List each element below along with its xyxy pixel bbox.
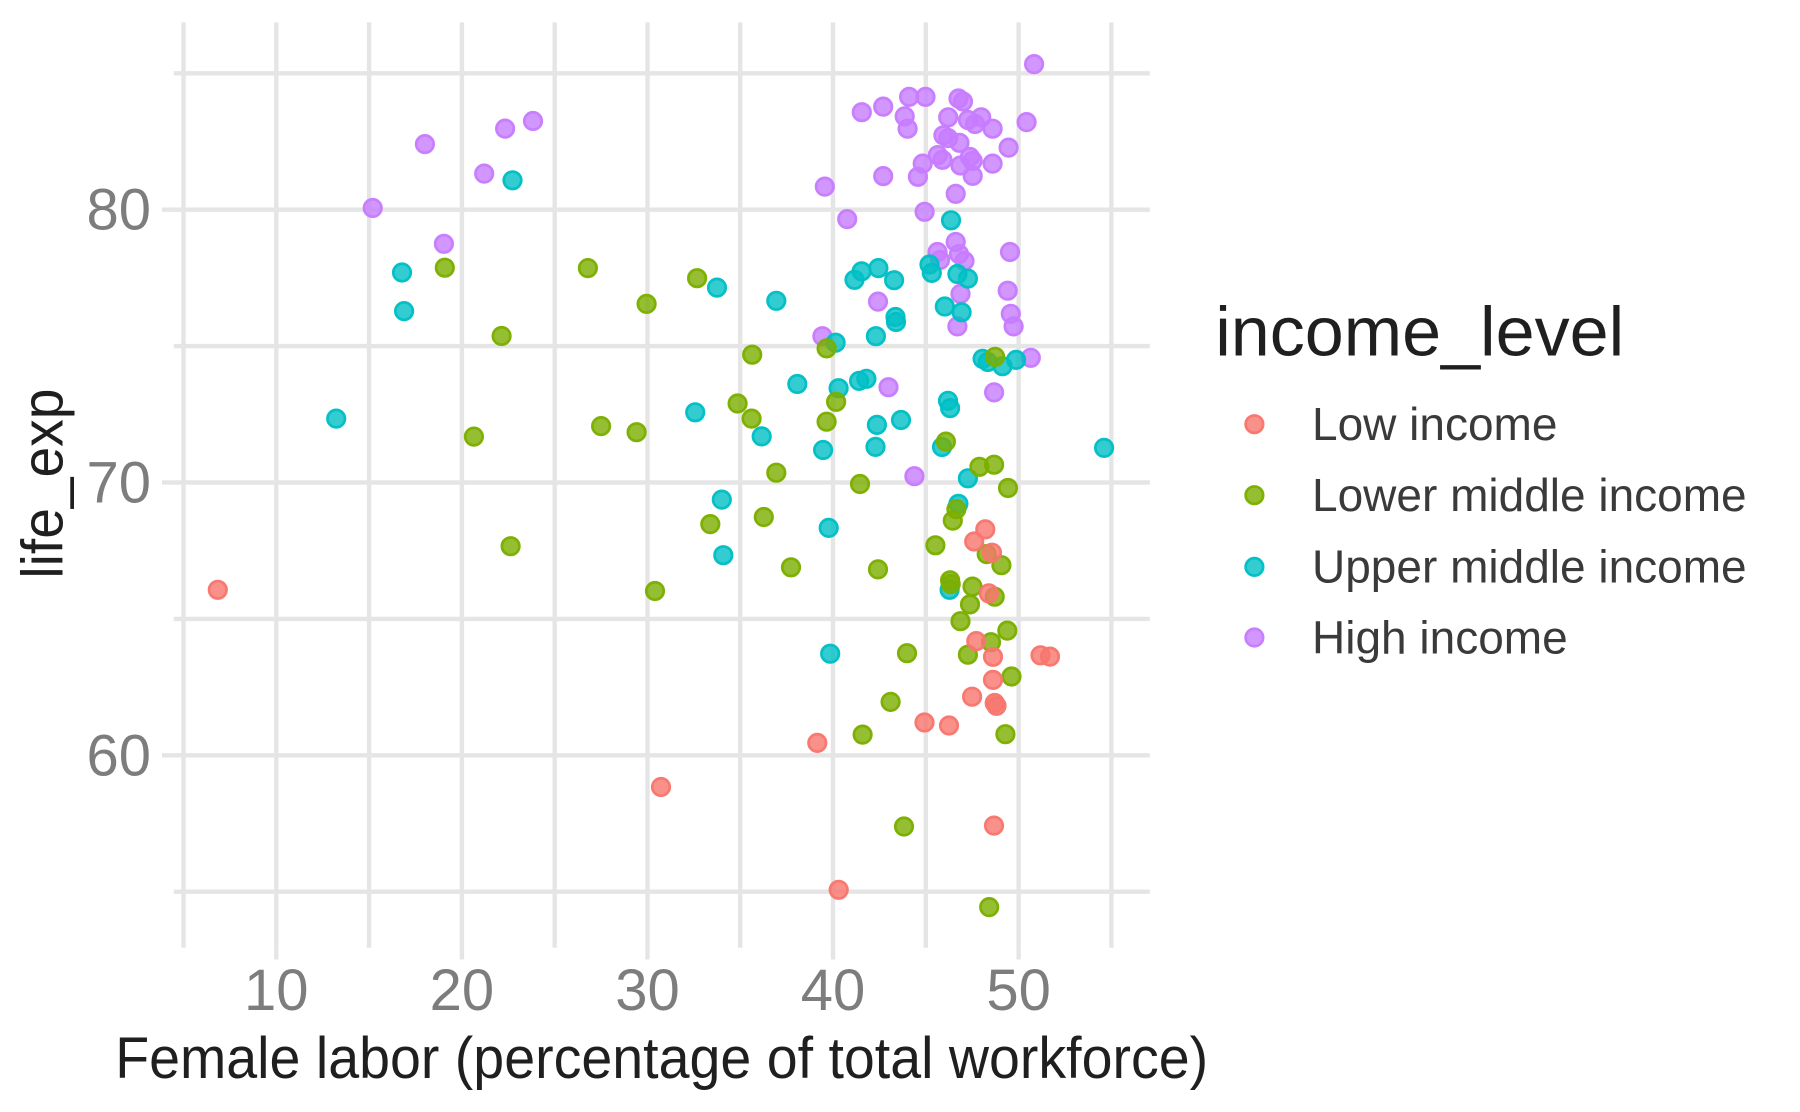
svg-text:70: 70	[86, 451, 151, 516]
svg-text:Female labor (percentage of to: Female labor (percentage of total workfo…	[115, 1026, 1208, 1091]
svg-text:80: 80	[86, 178, 151, 243]
svg-text:income_level: income_level	[1215, 293, 1624, 371]
svg-text:40: 40	[801, 958, 866, 1023]
svg-text:Lower middle income: Lower middle income	[1312, 469, 1747, 521]
svg-text:High income: High income	[1312, 611, 1568, 663]
svg-text:30: 30	[615, 958, 680, 1023]
svg-text:Low income: Low income	[1312, 398, 1557, 450]
svg-text:life_exp: life_exp	[11, 389, 76, 579]
svg-text:Upper middle income: Upper middle income	[1312, 541, 1747, 593]
svg-text:20: 20	[430, 958, 495, 1023]
svg-text:10: 10	[244, 958, 309, 1023]
svg-text:50: 50	[986, 958, 1051, 1023]
svg-text:60: 60	[86, 723, 151, 788]
